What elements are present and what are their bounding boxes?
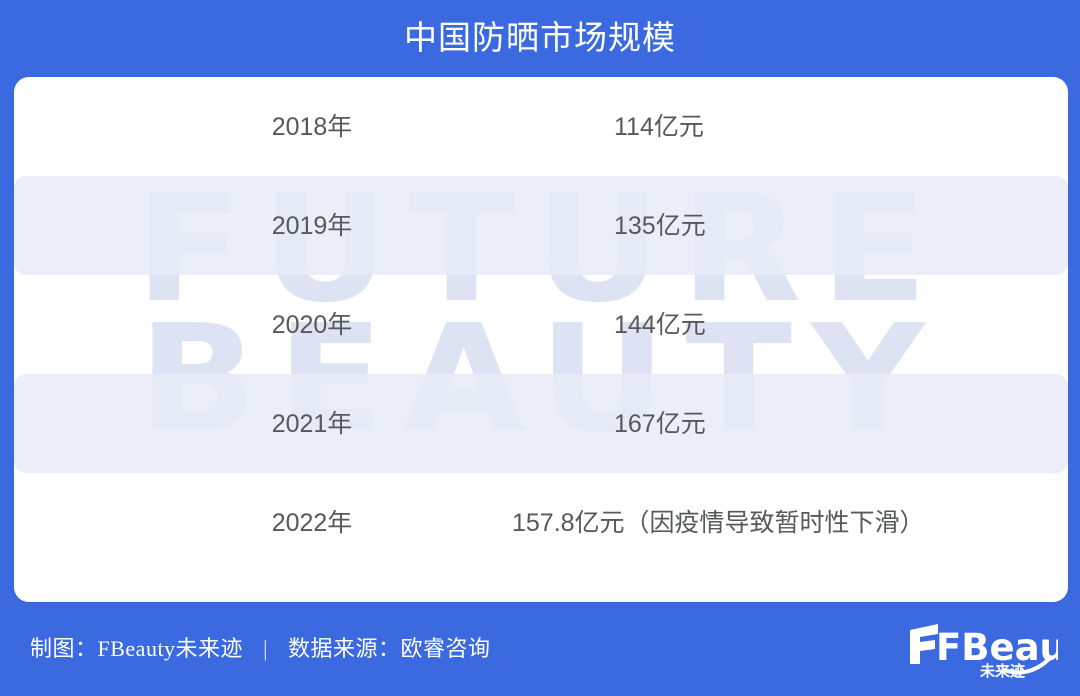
cell-year: 2021年 xyxy=(271,409,353,438)
cell-value: 157.8亿元（因疫情导致暂时性下滑） xyxy=(512,508,925,537)
table-row: 2020年 144亿元 xyxy=(14,275,1068,374)
cell-year: 2020年 xyxy=(271,310,353,339)
cell-year: 2022年 xyxy=(271,508,353,537)
table-row: 2022年 157.8亿元（因疫情导致暂时性下滑） xyxy=(14,473,1068,572)
table-row: 2021年 167亿元 xyxy=(14,374,1068,473)
cell-value: 167亿元 xyxy=(614,409,706,438)
footer: 制图：FBeauty未来迹 | 数据来源：欧睿咨询 FBeauty 未来迹 xyxy=(0,602,1080,696)
footer-separator: | xyxy=(263,636,268,661)
table-row: 2019年 135亿元 xyxy=(14,176,1068,275)
logo-subtitle: 未来迹 xyxy=(979,662,1025,680)
cell-value: 114亿元 xyxy=(614,112,704,141)
fbeauty-logo: FBeauty 未来迹 xyxy=(908,618,1058,680)
cell-year: 2018年 xyxy=(271,112,353,141)
cell-value: 144亿元 xyxy=(614,310,706,339)
logo-wordmark: FBeauty xyxy=(936,626,1058,669)
data-table: 2018年 114亿元 2019年 135亿元 2020年 144亿元 2021… xyxy=(14,77,1068,602)
cell-value: 135亿元 xyxy=(614,211,706,240)
table-row: 2018年 114亿元 xyxy=(14,77,1068,176)
data-card: FUTURE BEAUTY 2018年 114亿元 2019年 135亿元 20… xyxy=(14,77,1068,602)
footer-credit-line: 制图：FBeauty未来迹 | 数据来源：欧睿咨询 xyxy=(30,634,490,664)
cell-year: 2019年 xyxy=(271,211,353,240)
footer-source: 数据来源：欧睿咨询 xyxy=(287,636,491,661)
footer-credit: 制图：FBeauty未来迹 xyxy=(30,636,244,661)
page-title: 中国防晒市场规模 xyxy=(404,19,676,56)
